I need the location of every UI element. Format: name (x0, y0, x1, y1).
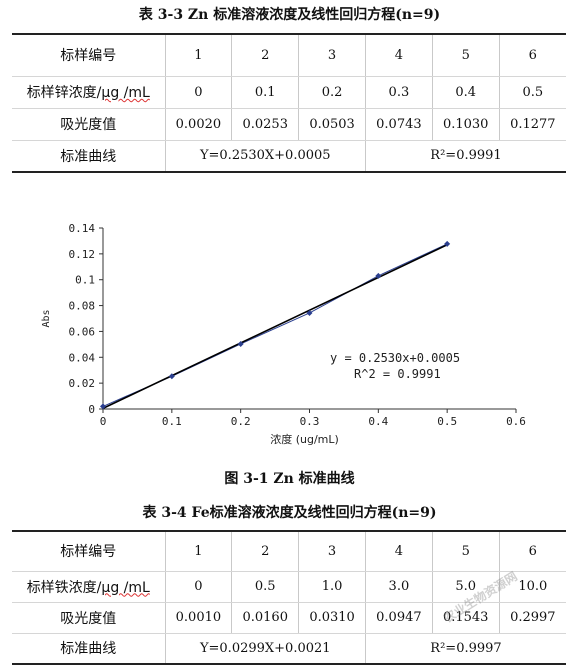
table-cell: 0 (164, 570, 233, 603)
table-cell: 0.1 (231, 75, 300, 109)
data-line (102, 243, 448, 407)
table-cell: 0.1543 (431, 601, 500, 634)
table-cell: 0.3 (364, 75, 433, 109)
table2-equation: Y=0.0299X+0.0021 (164, 632, 366, 665)
table1-caption: 表 3-3 Zn 标准溶液浓度及线性回归方程(n=9) (138, 7, 441, 23)
table1-label-conc: 标样锌浓度/μg /mL (12, 75, 166, 109)
table-cell: 3.0 (364, 570, 433, 603)
table-cell: 0.0503 (298, 107, 366, 141)
table2-label-curve: 标准曲线 (12, 632, 166, 665)
data-point (100, 403, 106, 410)
x-axis-label: 浓度 (ug/mL) (270, 432, 339, 446)
x-ticks: 0 0.1 0.2 0.3 0.4 0.5 0.6 (100, 409, 526, 428)
table-cell: 5 (431, 33, 500, 77)
table-cell: 4 (364, 33, 433, 77)
table-cell: 0 (164, 75, 233, 109)
table-cell: 0.4 (431, 75, 500, 109)
table-cell: 2 (231, 33, 300, 77)
unit-text: μg /mL (101, 85, 150, 101)
table1-row-abs: 吸光度值 0.0020 0.0253 0.0503 0.0743 0.1030 … (12, 107, 566, 141)
table-cell: 3 (298, 530, 366, 572)
unit-text: μg /mL (101, 579, 150, 596)
label-text: 标样锌浓度/ (26, 85, 102, 101)
trendline (102, 244, 448, 410)
table-cell: 0.0310 (298, 601, 366, 634)
table-cell: 0.0010 (164, 601, 233, 634)
table2-row-curve: 标准曲线 Y=0.0299X+0.0021 R²=0.9997 (12, 632, 566, 665)
table1-row-conc: 标样锌浓度/μg /mL 0 0.1 0.2 0.3 0.4 0.5 (12, 75, 566, 109)
table-cell: 1.0 (298, 570, 366, 603)
y-tick-label: 0.04 (69, 351, 96, 364)
x-tick-label: 0.5 (437, 415, 457, 428)
table2: 标样编号 1 2 3 4 5 6 标样铁浓度/μg /mL 0 0.5 1.0 … (12, 530, 566, 665)
table-cell: 1 (164, 530, 233, 572)
figure-caption: 图 3-1 Zn 标准曲线 (224, 471, 355, 487)
x-tick-label: 0.3 (300, 415, 320, 428)
table-cell: 0.0947 (364, 601, 433, 634)
table2-row-abs: 吸光度值 0.0010 0.0160 0.0310 0.0947 0.1543 … (12, 601, 566, 634)
y-tick-label: 0.14 (69, 222, 96, 235)
x-tick-label: 0.2 (231, 415, 251, 428)
table2-row-id: 标样编号 1 2 3 4 5 6 (12, 530, 566, 572)
x-tick-label: 0.6 (506, 415, 526, 428)
table-cell: 6 (498, 33, 566, 77)
trendline-equation: y = 0.2530x+0.0005 (330, 351, 460, 365)
table-cell: 0.1030 (431, 107, 500, 141)
table-cell: 5.0 (431, 570, 500, 603)
table-cell: 0.5 (231, 570, 300, 603)
table-cell: 10.0 (498, 570, 566, 603)
table2-label-conc: 标样铁浓度/μg /mL (12, 570, 166, 603)
x-tick-label: 0.4 (368, 415, 388, 428)
zn-standard-curve-chart: 00.020.040.060.080.10.120.14 0 0.1 0.2 0.3 0… (41, 222, 526, 446)
y-tick-label: 0 (88, 403, 95, 416)
table1-label-abs: 吸光度值 (12, 107, 166, 141)
table2-r2: R²=0.9997 (364, 632, 566, 665)
table1-equation: Y=0.2530X+0.0005 (164, 139, 366, 173)
table-cell: 0.5 (498, 75, 566, 109)
table-cell: 1 (164, 33, 233, 77)
data-point (237, 340, 244, 347)
y-tick-label: 0.12 (69, 248, 96, 261)
data-point (375, 272, 382, 279)
table2-label-abs: 吸光度值 (12, 601, 166, 634)
label-text: 标样铁浓度/ (26, 579, 102, 596)
table-cell: 0.0253 (231, 107, 300, 141)
table-cell: 6 (498, 530, 566, 572)
table2-row-conc: 标样铁浓度/μg /mL 0 0.5 1.0 3.0 5.0 10.0 (12, 570, 566, 603)
table-cell: 0.0743 (364, 107, 433, 141)
data-point (444, 240, 451, 247)
table1-row-curve: 标准曲线 Y=0.2530X+0.0005 R²=0.9991 (12, 139, 566, 173)
table-cell: 2 (231, 530, 300, 572)
table-cell: 0.1277 (498, 107, 566, 141)
table-cell: 0.0160 (231, 601, 300, 634)
table1-label-curve: 标准曲线 (12, 139, 166, 173)
y-tick-label: 0.02 (69, 377, 96, 390)
trendline-r2: R^2 = 0.9991 (354, 367, 441, 381)
table1-row-id: 标样编号 1 2 3 4 5 6 (12, 33, 566, 77)
data-series (100, 240, 451, 410)
chart-axes (102, 228, 516, 410)
table-cell: 0.0020 (164, 107, 233, 141)
table2-caption: 表 3-4 Fe标准溶液浓度及线性回归方程(n=9) (142, 505, 437, 521)
y-tick-label: 0.1 (75, 274, 95, 287)
y-tick-label: 0.06 (69, 325, 96, 338)
table-cell: 3 (298, 33, 366, 77)
table-cell: 5 (431, 530, 500, 572)
x-tick-label: 0 (100, 415, 107, 428)
table1-r2: R²=0.9991 (364, 139, 566, 173)
y-axis-label: Abs (41, 309, 52, 327)
table2-label-id: 标样编号 (12, 530, 166, 572)
y-ticks: 0 0.02 0.04 0.06 0.08 0.1 0.12 0.14 (69, 222, 103, 416)
data-point (306, 309, 313, 316)
y-tick-label: 0.08 (69, 300, 96, 313)
table1-label-id: 标样编号 (12, 33, 166, 77)
table-cell: 0.2997 (498, 601, 566, 634)
table1: 标样编号 1 2 3 4 5 6 标样锌浓度/μg /mL 0 0.1 0.2 … (12, 33, 566, 173)
table-cell: 4 (364, 530, 433, 572)
data-point (168, 373, 175, 380)
table-cell: 0.2 (298, 75, 366, 109)
x-tick-label: 0.1 (162, 415, 182, 428)
